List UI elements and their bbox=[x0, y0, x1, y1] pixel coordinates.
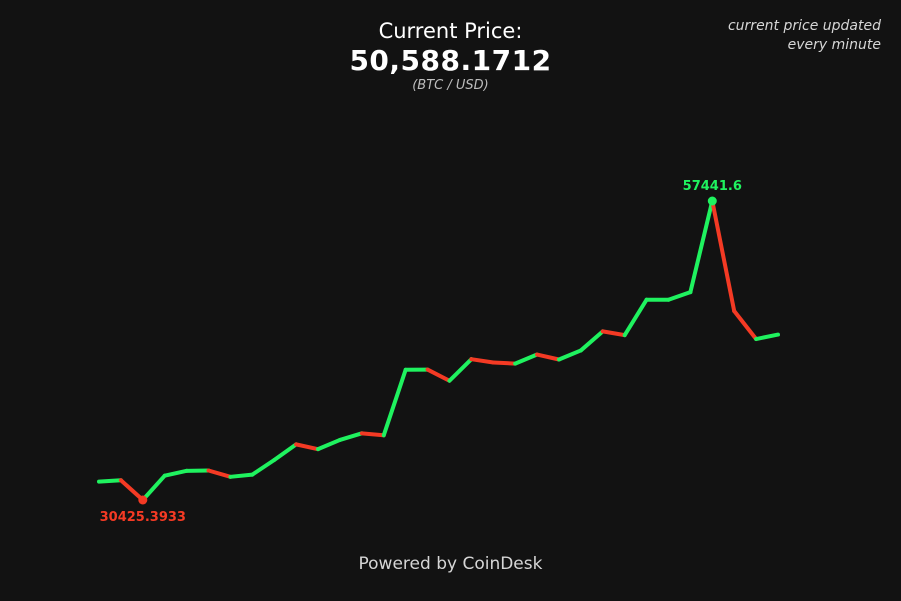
price-segment bbox=[622, 297, 649, 338]
update-note-line-2: every minute bbox=[787, 37, 881, 53]
max-price-marker bbox=[707, 196, 717, 206]
min-price-marker bbox=[138, 495, 148, 505]
price-segment bbox=[425, 367, 452, 383]
price-segment bbox=[535, 352, 561, 362]
price-segment bbox=[600, 329, 627, 338]
update-note: current price updated every minute bbox=[641, 17, 881, 55]
current-price-value: 50,588.1712 bbox=[349, 44, 552, 77]
price-segment bbox=[118, 478, 145, 502]
update-note-line-1: current price updated bbox=[727, 18, 881, 34]
price-segment bbox=[359, 431, 386, 438]
price-segment bbox=[294, 442, 321, 452]
min-price-label: 30425.3933 bbox=[100, 510, 186, 525]
price-segment bbox=[578, 329, 605, 353]
price-segment bbox=[666, 290, 693, 302]
currency-pair-label: (BTC / USD) bbox=[412, 78, 489, 93]
price-segment bbox=[688, 199, 715, 295]
price-segment bbox=[491, 360, 518, 366]
price-segment bbox=[556, 348, 583, 362]
price-segment bbox=[513, 352, 540, 366]
price-segment bbox=[732, 309, 759, 342]
current-price-label: Current Price: bbox=[378, 19, 523, 43]
price-segment bbox=[469, 357, 496, 365]
price-segment bbox=[272, 442, 299, 462]
max-price-label: 57441.6 bbox=[683, 179, 742, 194]
price-segment bbox=[140, 473, 167, 502]
price-segment bbox=[710, 199, 737, 314]
price-segment bbox=[250, 457, 277, 477]
price-segment bbox=[162, 468, 189, 478]
price-segment bbox=[754, 332, 780, 342]
price-segment bbox=[381, 367, 408, 438]
price-segment bbox=[337, 431, 364, 442]
price-segment bbox=[97, 478, 123, 484]
price-segment bbox=[316, 437, 342, 452]
price-line-segments bbox=[97, 199, 780, 502]
powered-by-text: Powered by CoinDesk bbox=[358, 554, 543, 574]
price-segment bbox=[228, 472, 255, 479]
price-segment bbox=[447, 357, 474, 383]
price-segment bbox=[206, 468, 233, 479]
